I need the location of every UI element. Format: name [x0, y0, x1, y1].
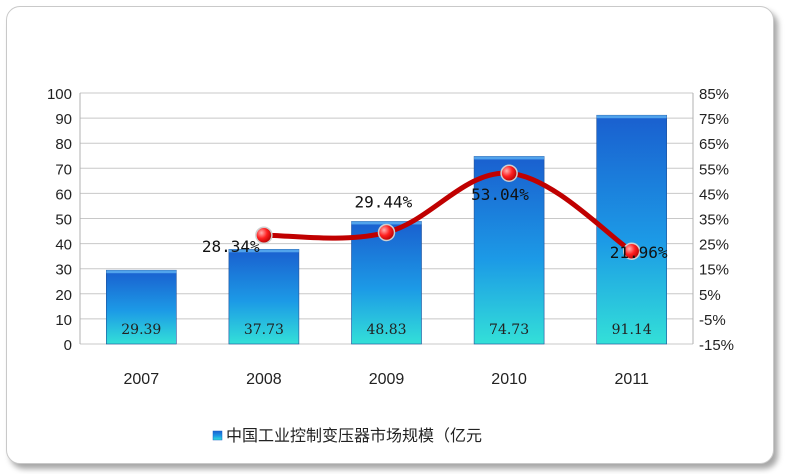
line-marker [500, 164, 518, 182]
line-marker [622, 242, 641, 260]
x-tick-label: 2007 [124, 371, 160, 388]
bar-highlight [351, 221, 422, 225]
right-tick-label: 25% [699, 237, 729, 254]
right-tick-label: 5% [699, 287, 721, 304]
right-tick-label: 45% [699, 186, 729, 203]
left-tick-label: 20 [55, 287, 72, 304]
right-axis-ticks: -15% -5% 5% 15% 25% 35% 45% 55% 65% 75% 85% [699, 86, 734, 354]
bar-value-label: 91.14 [612, 322, 652, 338]
right-tick-label: 35% [699, 212, 729, 229]
bar-highlight [106, 270, 177, 274]
left-tick-label: 60 [55, 186, 72, 203]
legend: 中国工业控制变压器市场规模（亿元 [212, 426, 482, 445]
line-marker [377, 223, 396, 242]
legend-label: 中国工业控制变压器市场规模（亿元 [226, 426, 482, 445]
right-tick-label: -15% [699, 337, 734, 354]
line-markers [255, 164, 641, 260]
left-tick-label: 80 [55, 136, 72, 153]
right-tick-label: -5% [699, 312, 726, 329]
x-tick-label: 2011 [614, 371, 649, 388]
x-tick-label: 2008 [246, 371, 282, 388]
line-series [261, 170, 635, 254]
right-tick-label: 75% [699, 111, 729, 128]
x-tick-label: 2009 [369, 371, 405, 388]
line-value-label: 53.04% [471, 185, 529, 204]
line-marker [255, 226, 273, 244]
left-tick-label: 50 [55, 212, 72, 229]
bar [228, 248, 300, 345]
right-tick-label: 85% [699, 86, 729, 103]
bar-value-label: 29.39 [121, 322, 161, 338]
right-tick-label: 65% [699, 136, 729, 153]
bar-highlight [596, 115, 667, 119]
bar-value-label: 74.73 [489, 322, 529, 338]
bar-data-labels: 29.39 37.73 48.83 74.73 91.14 [121, 322, 652, 338]
left-tick-label: 40 [55, 237, 72, 254]
left-tick-label: 70 [55, 161, 72, 178]
right-tick-label: 55% [699, 161, 729, 178]
right-tick-label: 15% [699, 262, 729, 279]
bar-highlight [474, 156, 545, 160]
bar [473, 156, 545, 345]
left-tick-label: 100 [47, 86, 72, 103]
line-data-labels: 28.34% 29.44% 53.04% 21.96% [202, 185, 668, 262]
growth-rate-line [261, 170, 635, 254]
x-tick-label: 2010 [491, 371, 527, 388]
left-tick-label: 10 [55, 312, 72, 329]
bar-value-label: 37.73 [244, 322, 284, 338]
bar-value-label: 48.83 [366, 322, 406, 338]
line-value-label: 28.34% [202, 237, 260, 256]
legend-swatch [212, 430, 223, 441]
line-value-label: 29.44% [355, 192, 413, 211]
bar-highlight [228, 249, 299, 253]
line-value-label: 21.96% [610, 243, 668, 262]
x-axis-ticks: 2007 2008 2009 2010 2011 [124, 371, 650, 388]
left-tick-label: 30 [55, 262, 72, 279]
bar [106, 269, 177, 345]
left-tick-label: 0 [64, 337, 72, 354]
left-axis-ticks: 0 10 20 30 40 50 60 70 80 90 100 [47, 86, 72, 354]
left-tick-label: 90 [55, 111, 72, 128]
